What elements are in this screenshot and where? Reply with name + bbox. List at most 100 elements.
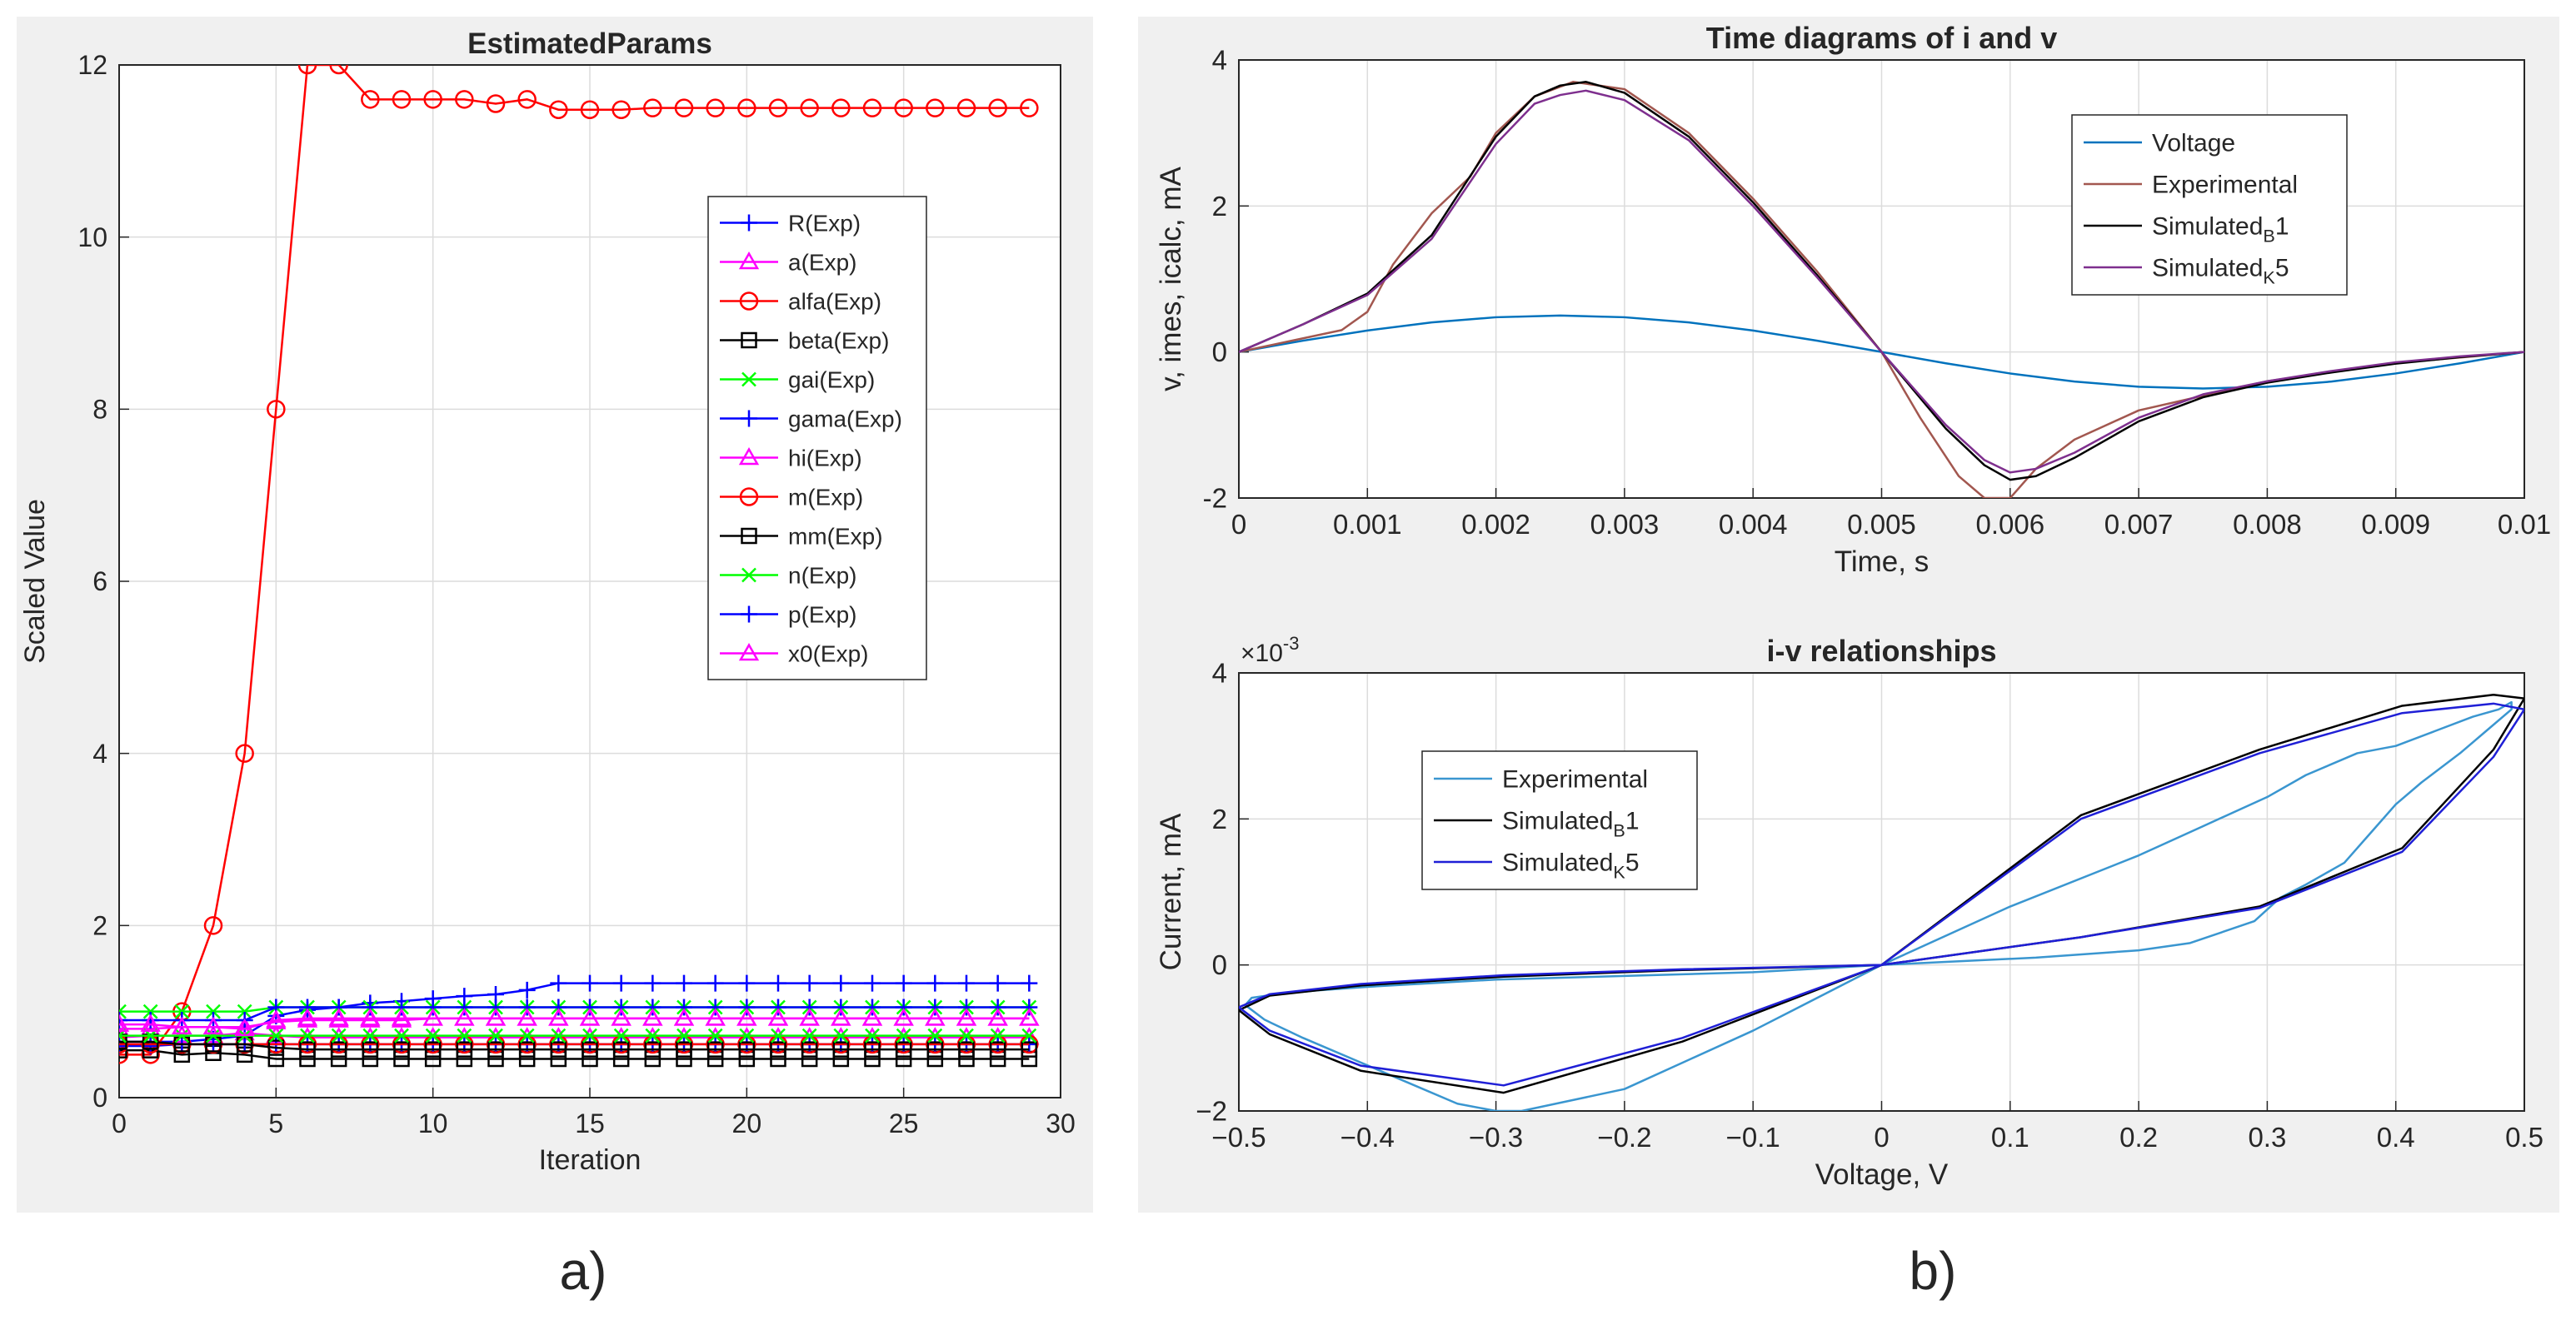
data-point-n-exp: [457, 1028, 472, 1044]
data-point-n-exp: [1021, 1028, 1037, 1044]
data-point-mm-exp: [236, 1036, 253, 1053]
data-point-gai-exp: [174, 1004, 190, 1019]
data-point-p-exp: [550, 999, 567, 1016]
legend-label-voltage: Voltage: [2152, 130, 2235, 157]
data-point-r-exp: [801, 974, 818, 992]
data-point-x0-exp: [485, 1008, 507, 1026]
x-tick-label: 0.008: [2233, 509, 2302, 540]
data-point-n-exp: [582, 1028, 597, 1044]
legend-label-p-exp: p(Exp): [788, 601, 856, 627]
data-point-mm-exp: [676, 1041, 692, 1058]
x-tick-label: 0.003: [1590, 509, 1660, 540]
x-tick-label: 0.5: [2505, 1122, 2544, 1153]
data-point-r-exp: [550, 974, 567, 992]
y-tick-label: 4: [1212, 658, 1227, 689]
legend-marker-r-exp: [741, 214, 757, 232]
data-point-x0-exp: [234, 1018, 255, 1037]
data-point-alfa-exp: [956, 98, 976, 117]
data-point-alfa-exp: [800, 98, 819, 117]
x-tick-label: 0.01: [2498, 509, 2551, 540]
x-tick-label: 0.005: [1847, 509, 1916, 540]
axes-frame: [118, 64, 1061, 1098]
data-point-x0-exp: [799, 1008, 820, 1026]
x-tick-label: −0.4: [1340, 1122, 1395, 1153]
data-point-mm-exp: [267, 1039, 285, 1056]
chart-title: Time diagrams of i and v: [1706, 21, 2057, 55]
data-point-p-exp: [393, 999, 410, 1016]
data-point-p-exp: [926, 999, 944, 1016]
legend-marker-gai-exp: [741, 371, 756, 387]
data-point-n-exp: [331, 1028, 347, 1044]
data-point-gama-exp: [119, 1038, 127, 1054]
data-point-alfa-exp: [768, 98, 788, 117]
data-point-x0-exp: [642, 1008, 663, 1026]
data-point-x0-exp: [360, 1008, 381, 1026]
series-line-mm-exp: [119, 1040, 1030, 1051]
data-point-mm-exp: [738, 1041, 756, 1058]
data-point-x0-exp: [831, 1008, 851, 1026]
legend-label-a-exp: a(Exp): [788, 249, 856, 275]
data-point-x0-exp: [611, 1008, 632, 1026]
data-point-n-exp: [362, 1028, 378, 1044]
legend-label-simulated-k5: SimulatedK5: [2152, 255, 2289, 288]
data-point-mm-exp: [1021, 1041, 1038, 1058]
data-point-n-exp: [927, 1028, 943, 1044]
data-point-alfa-exp: [926, 98, 945, 117]
data-point-mm-exp: [487, 1041, 504, 1058]
data-point-alfa-exp: [455, 90, 474, 109]
y-tick-label: 6: [92, 566, 107, 596]
data-point-x0-exp: [422, 1008, 443, 1026]
data-point-n-exp: [990, 1028, 1006, 1044]
data-point-alfa-exp: [674, 98, 694, 117]
y-tick-label: 0: [1212, 336, 1227, 367]
data-point-mm-exp: [706, 1041, 724, 1058]
data-point-n-exp: [174, 1028, 190, 1044]
data-point-n-exp: [613, 1028, 629, 1044]
data-point-x0-exp: [454, 1008, 475, 1026]
data-point-mm-exp: [832, 1041, 850, 1058]
series-line-experimental: [1244, 700, 2513, 1111]
data-point-r-exp: [612, 974, 630, 992]
data-point-p-exp: [989, 999, 1006, 1016]
data-point-alfa-exp: [737, 98, 756, 117]
data-point-x0-exp: [202, 1016, 224, 1035]
x-tick-label: 30: [1046, 1108, 1076, 1138]
data-point-alfa-exp: [486, 94, 506, 113]
data-point-n-exp: [551, 1028, 567, 1044]
data-point-x0-exp: [705, 1008, 726, 1026]
x-tick-label: 0.007: [2104, 509, 2174, 540]
data-point-mm-exp: [424, 1041, 442, 1058]
data-point-mm-exp: [550, 1041, 567, 1058]
y-axis-label: Current, mA: [1155, 813, 1187, 970]
axes-frame: [1238, 59, 2525, 499]
data-point-p-exp: [738, 999, 756, 1016]
x-tick-label: 0.009: [2361, 509, 2430, 540]
x-tick-label: 10: [418, 1108, 448, 1138]
data-point-n-exp: [206, 1028, 221, 1044]
data-point-n-exp: [488, 1028, 503, 1044]
chart-time-diagrams: 0 0.001 0.002 0.003 0.004 0.005 0.006 0.007 0.00…: [1155, 21, 2551, 578]
x-tick-label: −0.5: [1211, 1122, 1266, 1153]
y-tick-label: 2: [1212, 191, 1227, 222]
x-tick-label: 0.3: [2248, 1122, 2286, 1153]
data-point-gama-exp: [142, 1038, 159, 1054]
legend-label-gama-exp: gama(Exp): [788, 406, 902, 431]
data-point-p-exp: [1021, 999, 1038, 1016]
data-point-mm-exp: [644, 1041, 661, 1058]
data-point-n-exp: [268, 1028, 284, 1044]
x-tick-label: 0.004: [1719, 509, 1788, 540]
data-point-n-exp: [519, 1028, 535, 1044]
data-point-mm-exp: [989, 1041, 1006, 1058]
data-point-p-exp: [644, 999, 661, 1016]
data-point-mm-exp: [362, 1041, 379, 1058]
data-point-x0-exp: [736, 1008, 757, 1026]
data-point-p-exp: [832, 999, 850, 1016]
data-point-p-exp: [424, 999, 442, 1016]
data-point-mm-exp: [801, 1041, 818, 1058]
x-tick-label: 5: [268, 1108, 283, 1138]
data-point-x0-exp: [673, 1008, 695, 1026]
y-axis-label: v, imes, icalc, mA: [1155, 167, 1187, 391]
legend-marker-a-exp: [738, 251, 760, 270]
x-tick-label: −0.1: [1726, 1122, 1780, 1153]
